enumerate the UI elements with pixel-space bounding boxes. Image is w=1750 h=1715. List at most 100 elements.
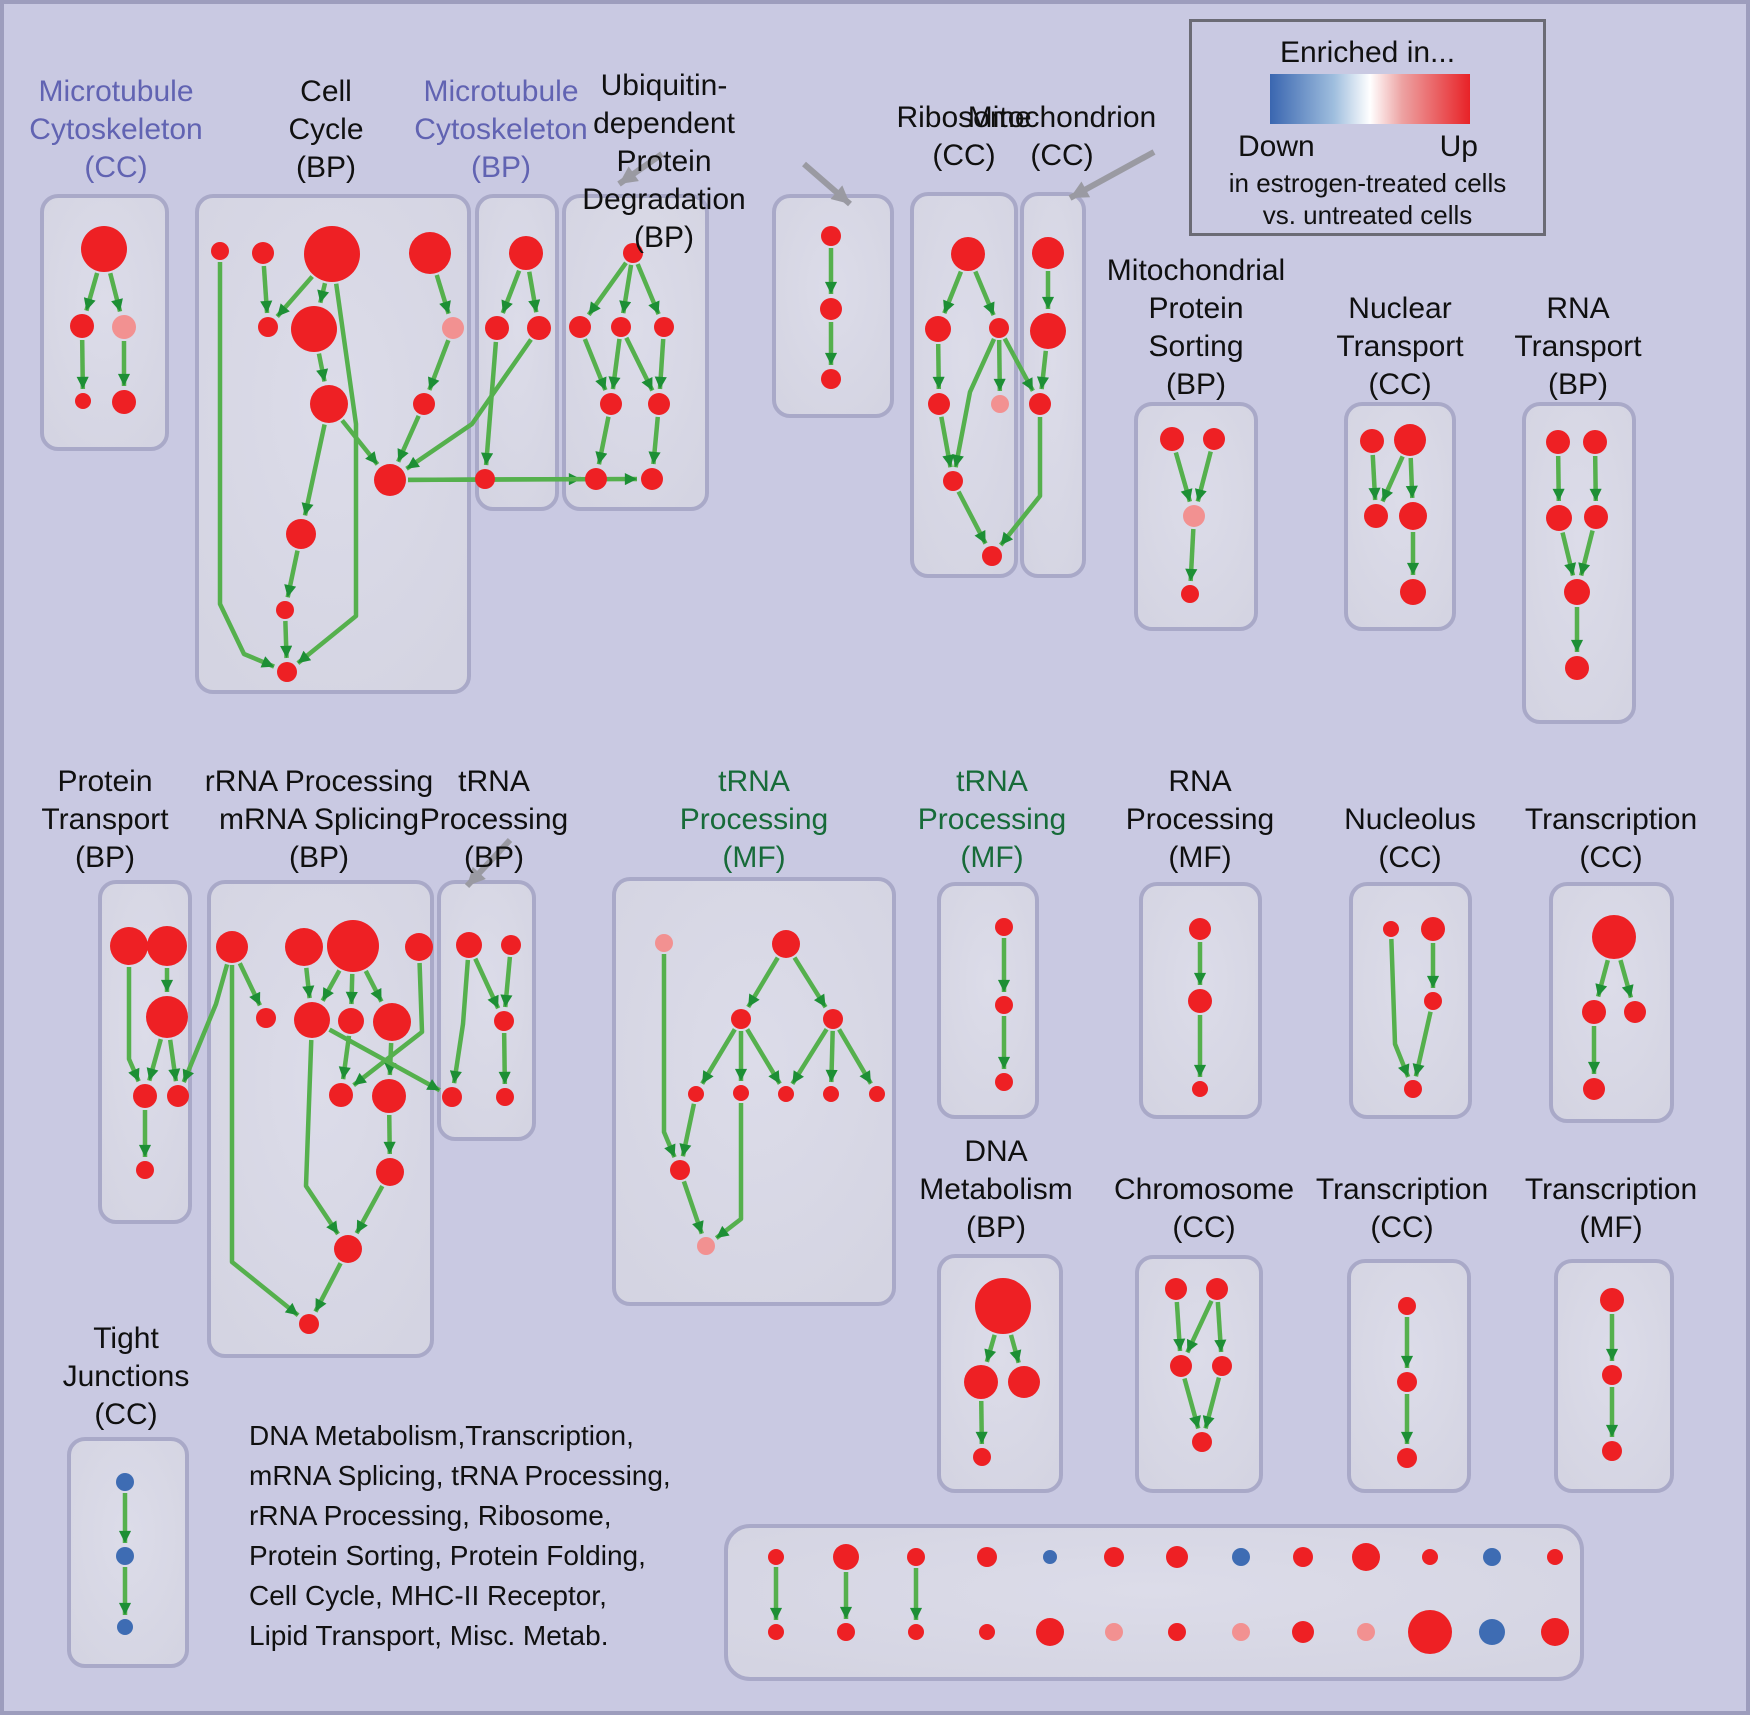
microtubule-cytoskeleton-bp-edge <box>481 341 499 466</box>
trna-processing-mf-2-node-g2 <box>995 996 1013 1014</box>
nucleolus-cc-edge <box>1389 938 1411 1078</box>
nuclear-transport-cc-node-NT2 <box>1394 424 1426 456</box>
microtubule-cytoskeleton-bp-node-p3 <box>527 316 551 340</box>
cell-cycle-bp-edge <box>396 414 421 463</box>
ribosome-cc-node-R7 <box>982 546 1002 566</box>
protein-transport-bp-node-PT1 <box>110 927 148 965</box>
rna-transport-bp-label-line: Transport <box>1514 330 1642 363</box>
dna-metabolism-bp-node-d4 <box>973 1448 991 1466</box>
protein-transport-bp-node-PT2 <box>147 926 187 966</box>
cell-cycle-bp-edge <box>301 424 327 516</box>
protein-transport-bp-label: Protein Transport (BP) <box>41 763 168 877</box>
mitochondrion-cc-edge <box>1036 350 1049 390</box>
ribosome-cc-label: Ribosome (CC) <box>896 99 1031 175</box>
trna-processing-bp-label: tRNA Processing (BP) <box>420 763 568 877</box>
rrna-processing-mrna-splicing-bp-edge <box>302 967 315 999</box>
summary-node-bottom-13 <box>1541 1618 1569 1646</box>
transcription-mf-node-y1 <box>1600 1288 1624 1312</box>
microtubule-cytoskeleton-cc-node-c <box>112 315 136 339</box>
rrna-processing-mrna-splicing-bp-node-r13 <box>299 1314 319 1334</box>
transcription-mf-label-line: (MF) <box>1579 1211 1643 1244</box>
ubiquitin-protein-degradation-bp-edge <box>582 338 608 391</box>
summary-node-bottom-3 <box>908 1624 924 1640</box>
trna-processing-mf-1-edge <box>746 956 780 1009</box>
tight-junctions-cc-node-j2 <box>116 1547 134 1565</box>
ubiquitin-protein-degradation-bp-label-line: (BP) <box>633 221 694 254</box>
protein-degradation-chain-node-q1 <box>821 226 841 246</box>
transcription-cc-mid-node-tc1 <box>1592 915 1636 959</box>
mitochondrion-cc-node-M1 <box>1032 237 1064 269</box>
summary-node-top-6 <box>1104 1547 1124 1567</box>
trna-processing-bp-node-t4 <box>442 1087 462 1107</box>
cross-edge <box>328 1027 441 1093</box>
trna-processing-bp-node-t3 <box>494 1011 514 1031</box>
transcription-cc-bottom-label-line: Transcription <box>1315 1173 1489 1206</box>
mitochondrial-protein-sorting-bp-node-S2 <box>1203 428 1225 450</box>
microtubule-cytoskeleton-bp-node-p1 <box>509 236 543 270</box>
annotation-arrow <box>617 151 664 187</box>
summary-node-top-7 <box>1166 1546 1188 1568</box>
mitochondrion-cc-label-line: (CC) <box>1030 139 1094 172</box>
summary-node-top-12 <box>1483 1548 1501 1566</box>
trna-processing-bp-edge <box>449 959 471 1084</box>
rrna-processing-mrna-splicing-bp-node-r1 <box>216 931 248 963</box>
tight-junctions-cc-label-line: Junctions <box>62 1360 190 1393</box>
ubiquitin-protein-degradation-bp-node-u7 <box>585 468 607 490</box>
trna-processing-mf-1-node-m6 <box>733 1085 749 1101</box>
microtubule-cytoskeleton-cc-edge <box>108 272 123 313</box>
rna-transport-bp-label-line: (BP) <box>1547 368 1608 401</box>
ribosome-cc-edge <box>942 270 964 315</box>
rrna-processing-mrna-splicing-bp-node-r5 <box>256 1008 276 1028</box>
microtubule-cytoskeleton-bp-edge <box>500 269 522 314</box>
protein-transport-bp-label-line: Protein <box>57 765 153 798</box>
ribosome-cc-edge <box>932 343 945 390</box>
trna-processing-mf-1-edge <box>679 1103 697 1157</box>
transcription-mf-label: Transcription (MF) <box>1525 1171 1697 1247</box>
ubiquitin-protein-degradation-bp-edge <box>586 261 628 317</box>
chromosome-cc-edge <box>1173 1301 1186 1352</box>
ribosome-cc-edge <box>951 338 997 468</box>
trna-processing-mf-1-node-m10 <box>670 1160 690 1180</box>
protein-transport-bp-label-line: (BP) <box>74 841 135 874</box>
trna-processing-mf-1-node-m4 <box>823 1009 843 1029</box>
ubiquitin-protein-degradation-bp-edge <box>648 416 661 465</box>
nucleolus-cc-node-nc1 <box>1383 921 1399 937</box>
tight-junctions-cc-label-line: (CC) <box>94 1398 158 1431</box>
nuclear-transport-cc-label-line: (CC) <box>1368 368 1432 401</box>
cell-cycle-bp-edge <box>434 274 451 315</box>
trna-processing-mf-1-edge <box>790 1027 829 1086</box>
cell-cycle-bp-node-n8 <box>310 385 348 423</box>
rrna-processing-mrna-splicing-bp-node-r11 <box>376 1158 404 1186</box>
transcription-cc-mid-node-tc4 <box>1583 1078 1605 1100</box>
trna-processing-bp-label-line: (BP) <box>464 841 524 874</box>
trna-processing-bp-edge <box>500 956 513 1008</box>
rna-transport-bp-edge <box>1578 530 1595 577</box>
rrna-processing-mrna-splicing-bp-node-r4 <box>405 933 433 961</box>
mitochondrial-protein-sorting-bp-node-S1 <box>1160 427 1184 451</box>
legend-title: Enriched in... <box>1279 36 1456 69</box>
rna-processing-mf-label-line: (MF) <box>1168 841 1232 874</box>
rrna-processing-mrna-splicing-bp-edge <box>338 1035 352 1080</box>
cross-edge <box>998 417 1043 547</box>
cell-cycle-bp-edge <box>280 620 293 659</box>
dna-metabolism-bp-edge <box>1008 1334 1022 1364</box>
dna-metabolism-bp-node-d2 <box>964 1365 998 1399</box>
ubiquitin-protein-degradation-bp-label-line: Degradation <box>582 183 746 216</box>
trna-processing-mf-1-edge <box>792 956 828 1009</box>
rrna-processing-mrna-splicing-bp-node-r9 <box>329 1083 353 1107</box>
cell-cycle-bp-label-line: Cell <box>300 75 352 108</box>
mitochondrial-protein-sorting-bp-label-line: Protein <box>1148 292 1244 325</box>
trna-processing-mf-1-node-m7 <box>778 1086 794 1102</box>
microtubule-cytoskeleton-cc-edge <box>76 339 89 390</box>
nuclear-transport-cc-label: Nuclear Transport (CC) <box>1336 290 1463 404</box>
nucleolus-cc-label-line: (CC) <box>1378 841 1442 874</box>
ubiquitin-protein-degradation-bp-label: Ubiquitin-dependent Protein Degradation (BP… <box>582 67 745 257</box>
chromosome-cc-edge <box>1202 1377 1222 1430</box>
summary-node-bottom-4 <box>979 1624 995 1640</box>
protein-transport-bp-node-PT6 <box>136 1161 154 1179</box>
rrna-processing-mrna-splicing-bp-label-line: rRNA Processing <box>204 765 434 798</box>
protein-transport-bp-label-line: Transport <box>41 803 169 836</box>
summary-node-bottom-6 <box>1105 1623 1123 1641</box>
mitochondrial-protein-sorting-bp-edge <box>1185 528 1198 582</box>
